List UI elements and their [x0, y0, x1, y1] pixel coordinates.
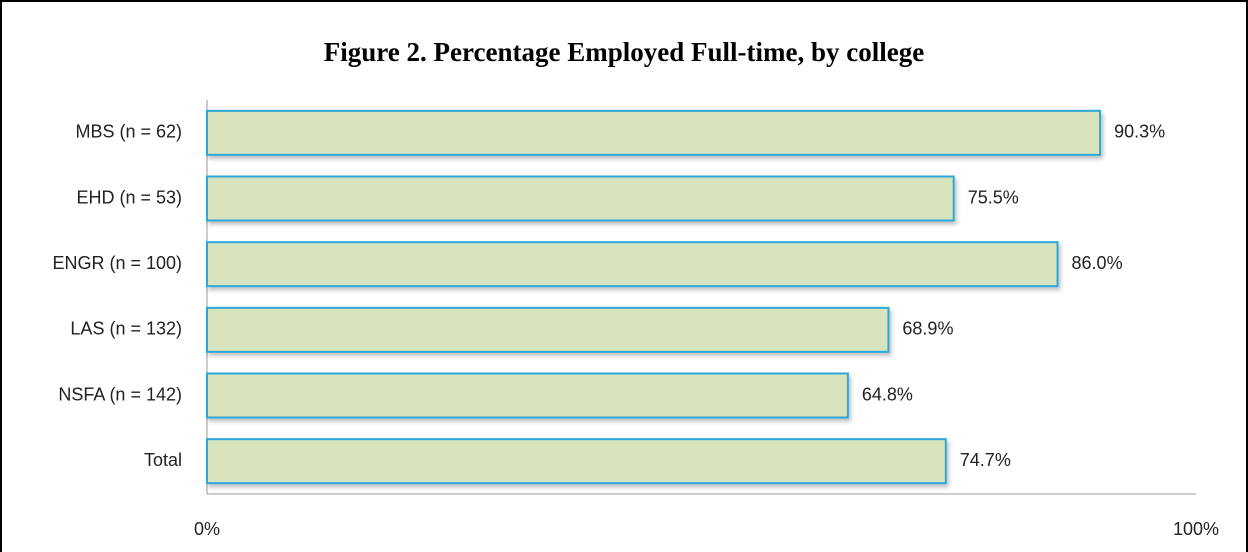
chart-title: Figure 2. Percentage Employed Full-time,…: [324, 37, 924, 67]
data-label: 64.8%: [862, 384, 913, 404]
bar: [206, 175, 955, 222]
y-tick-label: Total: [144, 450, 182, 470]
bar: [206, 241, 1059, 288]
y-tick-label: NSFA (n = 142): [58, 384, 182, 404]
y-tick-label: MBS (n = 62): [75, 122, 182, 142]
y-tick-label: ENGR (n = 100): [52, 253, 182, 273]
data-label: 75.5%: [968, 187, 1019, 207]
x-tick-label: 100%: [1173, 519, 1219, 539]
y-tick-label: LAS (n = 132): [70, 319, 182, 339]
bar: [206, 438, 947, 485]
data-label: 86.0%: [1072, 253, 1123, 273]
bar: [206, 109, 1102, 156]
x-tick-label: 0%: [194, 519, 220, 539]
bar: [206, 306, 890, 353]
bar: [206, 372, 849, 419]
y-tick-label: EHD (n = 53): [76, 187, 182, 207]
data-label: 90.3%: [1114, 122, 1165, 142]
data-label: 74.7%: [960, 450, 1011, 470]
data-label: 68.9%: [902, 319, 953, 339]
